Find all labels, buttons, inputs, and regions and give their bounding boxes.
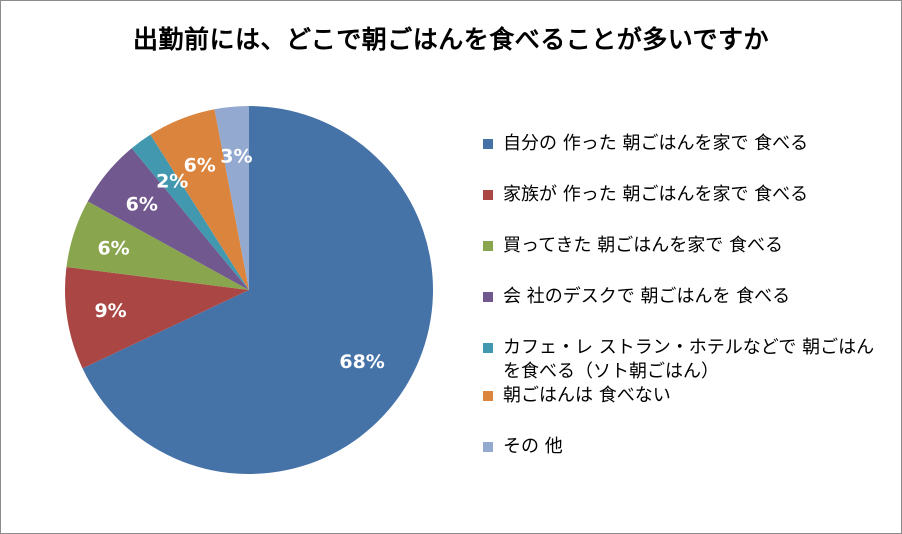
legend-label: カフェ・レ ストラン・ホテルなどで 朝ごはんを食べる（ソト朝ごはん） xyxy=(503,337,875,382)
legend-label: 朝ごはんは 食べない xyxy=(503,385,671,406)
slice-family-homemade xyxy=(64,266,249,369)
legend-label: 会 社のデスクで 朝ごはんを 食べる xyxy=(503,286,791,307)
legend-swatch xyxy=(483,343,493,353)
data-label-own-homemade: 68% xyxy=(339,351,384,373)
slice-skip-breakfast xyxy=(150,109,249,290)
legend: 自分の 作った 朝ごはんを家で 食べる 家族が 作った 朝ごはんを家で 食べる … xyxy=(483,132,888,486)
legend-swatch xyxy=(483,391,493,401)
chart-title: 出勤前には、どこで朝ごはんを食べることが多いですか xyxy=(132,25,769,54)
legend-item-other: その 他 xyxy=(483,435,888,459)
legend-swatch xyxy=(483,442,493,452)
legend-item-store-bought: 買ってきた 朝ごはんを家で 食べる xyxy=(483,234,888,258)
legend-swatch xyxy=(483,139,493,149)
data-label-other: 3% xyxy=(220,146,252,168)
legend-item-own-homemade: 自分の 作った 朝ごはんを家で 食べる xyxy=(483,132,888,156)
legend-item-skip-breakfast: 朝ごはんは 食べない xyxy=(483,384,888,408)
legend-label: 買ってきた 朝ごはんを家で 食べる xyxy=(503,235,784,256)
legend-label: その 他 xyxy=(503,436,563,457)
slice-other xyxy=(214,106,249,290)
legend-swatch xyxy=(483,292,493,302)
slice-eat-out xyxy=(131,134,249,290)
data-label-store-bought: 6% xyxy=(97,238,129,260)
slice-office-desk xyxy=(87,148,249,290)
data-label-office-desk: 6% xyxy=(126,194,158,216)
legend-item-eat-out: カフェ・レ ストラン・ホテルなどで 朝ごはんを食べる（ソト朝ごはん） xyxy=(483,336,888,384)
legend-item-office-desk: 会 社のデスクで 朝ごはんを 食べる xyxy=(483,285,888,309)
legend-label: 家族が 作った 朝ごはんを家で 食べる xyxy=(503,184,809,205)
data-label-skip-breakfast: 6% xyxy=(184,154,216,176)
legend-label: 自分の 作った 朝ごはんを家で 食べる xyxy=(503,133,809,154)
data-label-family-homemade: 9% xyxy=(94,300,126,322)
legend-swatch xyxy=(483,190,493,200)
legend-swatch xyxy=(483,241,493,251)
slice-store-bought xyxy=(66,201,249,290)
slice-own-homemade xyxy=(82,106,433,474)
legend-item-family-homemade: 家族が 作った 朝ごはんを家で 食べる xyxy=(483,183,888,207)
data-label-eat-out: 2% xyxy=(156,171,188,193)
